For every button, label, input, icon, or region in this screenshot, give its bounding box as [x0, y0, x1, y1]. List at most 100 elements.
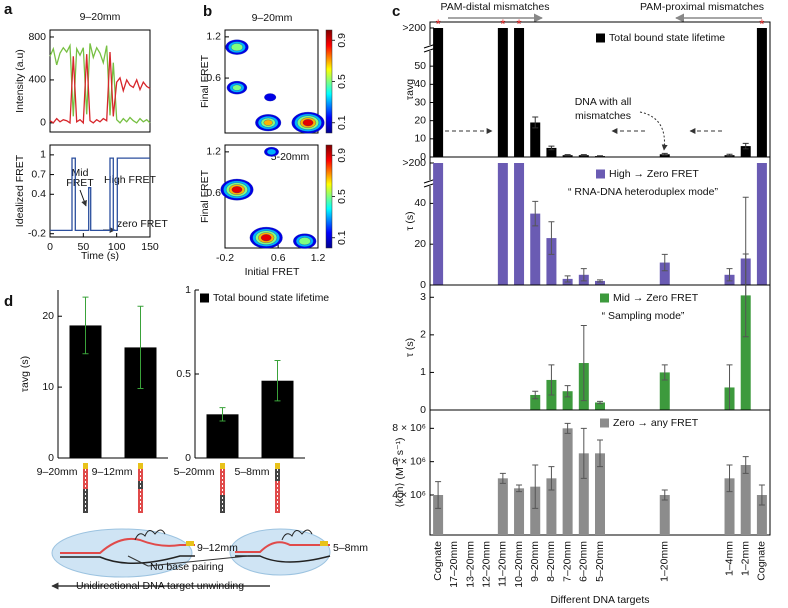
bar: [497, 28, 508, 157]
x-tick-label: 12–20mm: [480, 541, 492, 588]
x-tick-label: 100: [108, 241, 126, 253]
plot-frame: [429, 284, 771, 411]
error-bar: [274, 360, 281, 402]
x-tick-label: -0.2: [216, 252, 234, 264]
y-tick-label: -0.2: [28, 227, 46, 239]
y-tick-label: 0: [420, 279, 426, 291]
y-axis-label: τavg (s): [19, 356, 31, 392]
y-tick-label: 0.6: [206, 72, 221, 84]
x-tick-label: 6–20mm: [578, 541, 590, 582]
bar: [595, 402, 605, 410]
error-bar: [564, 385, 571, 398]
bar: [530, 486, 541, 535]
y-tick-label: 0.5: [176, 368, 191, 380]
series-line: [49, 43, 151, 124]
bar: [546, 147, 557, 157]
bar: [756, 495, 767, 535]
y-tick-label: 40: [414, 197, 426, 209]
y-tick-label: 40: [414, 78, 426, 90]
y-axis-label: τ (s): [404, 338, 416, 357]
error-bar: [564, 275, 571, 283]
axis-break-gap: [424, 45, 436, 51]
diagram-label: No base pairing: [150, 561, 224, 573]
legend-label: Total bound state lifetime: [609, 32, 725, 44]
error-bar: [435, 481, 442, 509]
y-tick-label: >200: [402, 22, 426, 34]
significance-flag: *: [759, 16, 764, 31]
density-contour: [302, 119, 314, 127]
error-bar: [548, 145, 555, 151]
bar: [530, 394, 541, 410]
colorbar-tick-label: 0.5: [336, 189, 348, 204]
y-tick-label: 0: [420, 151, 426, 163]
y-tick-label: >200: [402, 157, 426, 169]
y-axis-label: Idealized FRET: [14, 154, 26, 227]
diagram-label: Unidirectional DNA target unwinding: [76, 580, 244, 592]
error-bar: [742, 142, 749, 150]
panel-label: c: [392, 3, 400, 20]
density-contour: [298, 237, 311, 246]
error-bar: [137, 305, 144, 390]
y-tick-label: 30: [414, 96, 426, 108]
density-contour: [260, 234, 272, 242]
significance-flag: *: [500, 16, 505, 31]
error-bar: [597, 155, 603, 157]
error-bar: [726, 268, 733, 282]
error-bar: [82, 296, 89, 355]
y-tick-label: 50: [414, 60, 426, 72]
error-bar: [532, 390, 539, 400]
y-tick-label: 10: [414, 133, 426, 145]
bar: [756, 28, 767, 157]
x-tick-label: 7–20mm: [561, 541, 573, 582]
bar: [595, 280, 605, 285]
diagram-label: 9–12mm: [197, 542, 238, 554]
axis-break-gap: [424, 180, 436, 186]
x-tick-label: 150: [141, 241, 159, 253]
dotted-arrow: [639, 111, 668, 151]
x-tick-label: 0.6: [271, 252, 286, 264]
bar: [433, 495, 444, 535]
x-tick-label: Cognate: [432, 541, 444, 581]
bar: [497, 478, 508, 535]
legend-label: Mid → Zero FRET: [613, 292, 699, 304]
legend-label: High → Zero FRET: [609, 168, 699, 180]
bar: [530, 122, 541, 157]
bar: [659, 372, 670, 410]
plot-frame: [224, 29, 319, 134]
bar: [546, 238, 557, 285]
significance-flag: *: [436, 16, 441, 31]
bar: [756, 163, 767, 285]
annotation: mismatches: [575, 110, 631, 122]
colorbar-tick-label: 0.1: [336, 230, 348, 245]
legend-swatch: [596, 169, 605, 179]
y-tick-label: 0: [48, 452, 54, 464]
error-bar: [516, 484, 523, 493]
density-contour: [263, 119, 273, 126]
plot-frame: [49, 29, 151, 133]
colorbar-tick-label: 0.5: [336, 74, 348, 89]
error-bar: [548, 221, 555, 255]
error-bar: [661, 152, 668, 156]
y-tick-label: 800: [28, 31, 46, 43]
error-bar: [742, 456, 749, 474]
colorbar-tick-label: 0.9: [336, 148, 348, 163]
bar: [530, 213, 541, 285]
x-tick-label: 9–12mm: [92, 466, 133, 478]
y-axis-label: ⟨kon⟩ (M⁻¹ s⁻¹): [394, 437, 406, 507]
y-tick-label: 1: [420, 366, 426, 378]
density-contour: [264, 93, 277, 102]
bar: [514, 163, 525, 285]
subtitle: “ Sampling mode”: [602, 310, 685, 322]
x-tick-label: Cognate: [756, 541, 768, 581]
x-tick-label: 0: [47, 241, 53, 253]
colorbar-tick-label: 0.1: [336, 115, 348, 130]
error-bar: [742, 253, 749, 338]
error-bar: [532, 116, 539, 129]
legend-swatch: [600, 293, 609, 303]
y-tick-label: 1.2: [206, 146, 221, 158]
y-axis-label: τ (s): [404, 211, 416, 230]
bar: [546, 478, 557, 535]
error-bar: [661, 489, 668, 501]
bar: [433, 28, 444, 157]
